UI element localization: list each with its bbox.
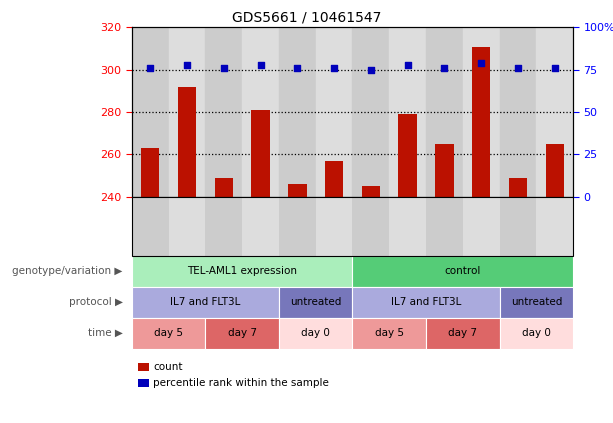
Bar	[251, 110, 270, 197]
Bar	[242, 27, 279, 197]
Bar	[288, 184, 306, 197]
Bar	[205, 27, 242, 197]
Text: untreated: untreated	[511, 297, 562, 307]
Point	[219, 65, 229, 71]
Text: percentile rank within the sample: percentile rank within the sample	[153, 378, 329, 388]
Text: TEL-AML1 expression: TEL-AML1 expression	[187, 266, 297, 276]
Text: day 5: day 5	[154, 328, 183, 338]
Point	[476, 60, 486, 66]
Bar	[215, 178, 233, 197]
Bar	[178, 87, 196, 197]
Text: day 0: day 0	[522, 328, 551, 338]
Bar	[435, 144, 454, 197]
Text: count: count	[153, 362, 183, 372]
Text: control: control	[444, 266, 481, 276]
Point	[513, 65, 523, 71]
Point	[366, 66, 376, 73]
Bar	[546, 144, 564, 197]
Text: time ▶: time ▶	[88, 328, 123, 338]
Bar	[325, 161, 343, 197]
Text: genotype/variation ▶: genotype/variation ▶	[12, 266, 123, 276]
Text: IL7 and FLT3L: IL7 and FLT3L	[391, 297, 461, 307]
Text: day 5: day 5	[375, 328, 404, 338]
Point	[550, 65, 560, 71]
Bar	[362, 186, 380, 197]
Bar	[472, 47, 490, 197]
Bar	[279, 27, 316, 197]
Bar	[132, 27, 169, 197]
Text: untreated: untreated	[290, 297, 341, 307]
Bar	[316, 27, 352, 197]
Bar	[426, 27, 463, 197]
Point	[145, 65, 155, 71]
Bar	[389, 27, 426, 197]
Bar	[536, 27, 573, 197]
Text: protocol ▶: protocol ▶	[69, 297, 123, 307]
Bar	[500, 27, 536, 197]
Point	[329, 65, 339, 71]
Text: IL7 and FLT3L: IL7 and FLT3L	[170, 297, 240, 307]
Text: GDS5661 / 10461547: GDS5661 / 10461547	[232, 11, 381, 25]
Bar	[352, 27, 389, 197]
Bar	[463, 27, 500, 197]
Text: day 7: day 7	[448, 328, 478, 338]
Bar	[141, 148, 159, 197]
Text: day 0: day 0	[301, 328, 330, 338]
Point	[256, 61, 265, 68]
Bar	[398, 114, 417, 197]
Point	[182, 61, 192, 68]
Point	[403, 61, 413, 68]
Point	[440, 65, 449, 71]
Bar	[169, 27, 205, 197]
Point	[292, 65, 302, 71]
Text: day 7: day 7	[227, 328, 257, 338]
Bar	[509, 178, 527, 197]
